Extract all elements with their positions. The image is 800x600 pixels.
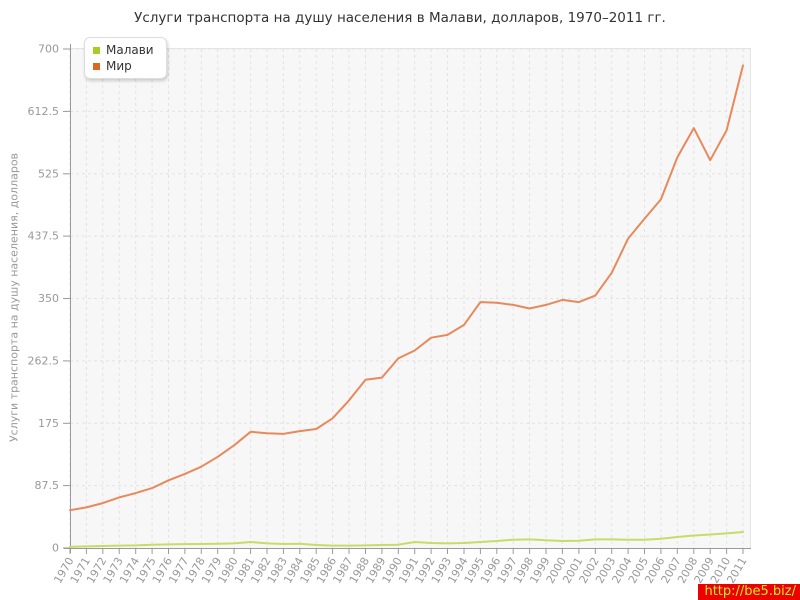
chart-title: Услуги транспорта на душу населения в Ма… (134, 10, 666, 26)
y-tick-label: 612.5 (28, 105, 60, 118)
legend-marker-world-icon (93, 62, 100, 70)
y-tick-label: 350 (38, 292, 59, 305)
legend-label-malawi: Малави (106, 43, 154, 57)
series-line-malawi (69, 531, 744, 548)
legend: Малави Мир (84, 37, 167, 79)
y-tick-label: 262.5 (28, 354, 60, 367)
y-tick-label: 0 (52, 542, 59, 555)
y-tick-label: 87.5 (35, 479, 60, 492)
watermark-link[interactable]: http://be5.biz/ (698, 584, 800, 600)
legend-item-world: Мир (93, 58, 154, 74)
series-line-world (69, 64, 744, 512)
y-tick-label: 437.5 (28, 230, 60, 243)
y-tick-label: 700 (38, 43, 59, 56)
y-tick-label: 525 (38, 167, 59, 180)
legend-label-world: Мир (106, 59, 132, 73)
legend-item-malawi: Малави (93, 42, 154, 58)
legend-marker-malawi-icon (93, 46, 100, 54)
y-tick-label: 175 (38, 417, 59, 430)
